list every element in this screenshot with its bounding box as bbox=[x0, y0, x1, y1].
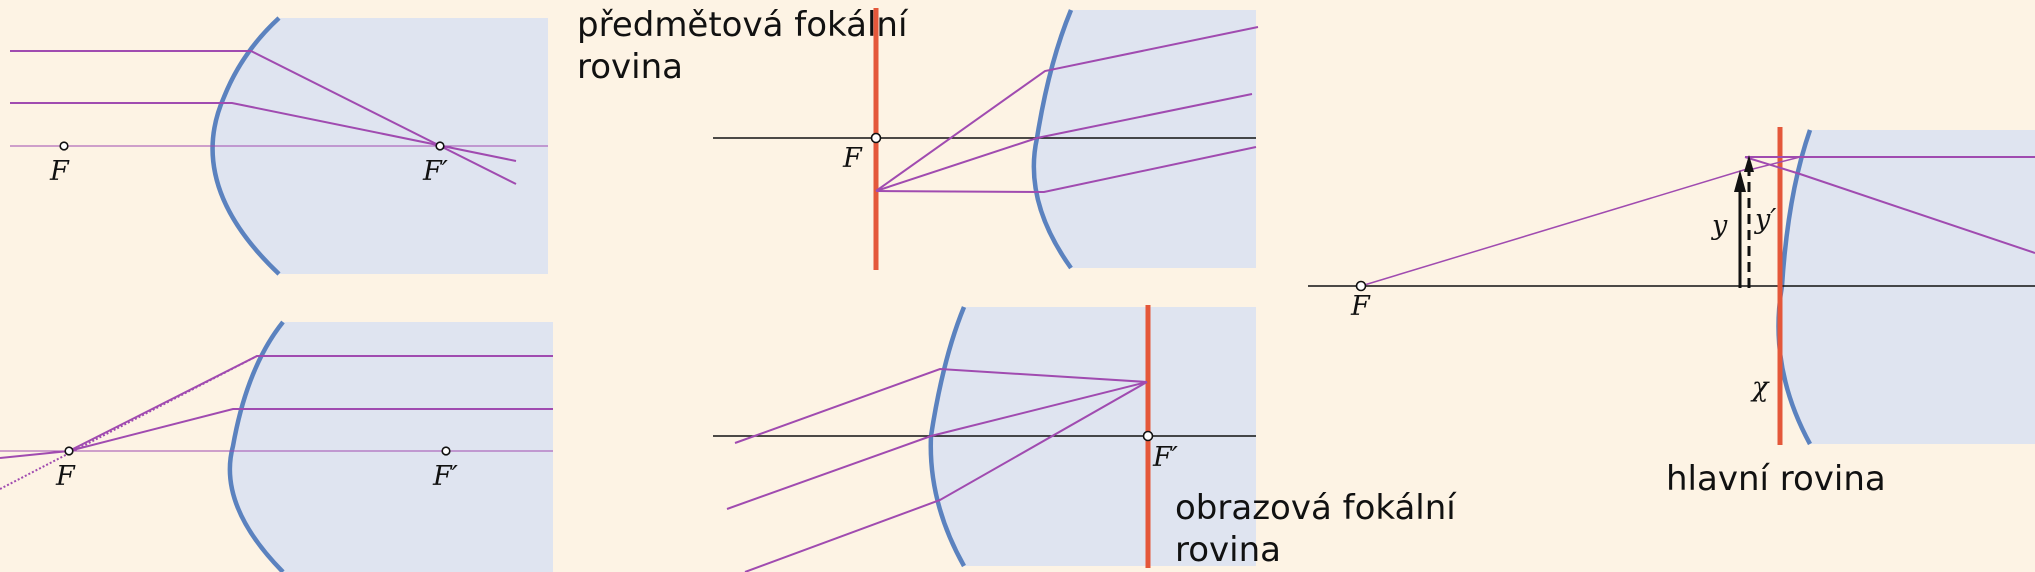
ray bbox=[0, 408, 553, 459]
image-focus-point bbox=[1142, 430, 1154, 442]
refracting-surface bbox=[227, 320, 285, 572]
focus-label-F-prime: F′ bbox=[423, 156, 448, 187]
object-arrow-head bbox=[1734, 170, 1746, 192]
glass-medium bbox=[229, 322, 553, 572]
image-arrow-head bbox=[1744, 155, 1754, 172]
panel-image-focal-plane bbox=[713, 305, 1256, 572]
refracting-surface bbox=[210, 16, 281, 276]
object-focal-plane-label: předmětová fokální rovina bbox=[577, 4, 907, 88]
focus-label-F-prime: F′ bbox=[433, 461, 458, 492]
object-focal-plane-label-line2: rovina bbox=[577, 47, 683, 87]
glass-medium bbox=[1033, 10, 1256, 268]
focus-label-F-prime: F′ bbox=[1153, 442, 1178, 473]
image-focal-plane-label: obrazová fokální rovina bbox=[1175, 487, 1456, 571]
glass-medium bbox=[1778, 130, 2035, 444]
ray bbox=[875, 93, 1253, 192]
ray-extension bbox=[0, 355, 258, 490]
ray bbox=[1360, 168, 1748, 287]
ray bbox=[734, 367, 1148, 444]
object-focus-point bbox=[1355, 280, 1367, 292]
panel-rays-from-object-focus bbox=[0, 320, 553, 572]
image-focal-plane-label-line1: obrazová fokální bbox=[1175, 488, 1456, 528]
image-focus-point bbox=[435, 141, 445, 151]
principal-plane-symbol: χ bbox=[1752, 372, 1769, 403]
focus-label-F: F bbox=[1351, 291, 1370, 322]
ray bbox=[744, 381, 1148, 572]
object-focus-point bbox=[64, 446, 74, 456]
focus-label-F: F bbox=[843, 143, 862, 174]
object-focal-plane-label-line1: předmětová fokální bbox=[577, 5, 908, 45]
ray bbox=[1744, 156, 2035, 254]
panel-principal-plane bbox=[1308, 127, 2035, 446]
panel-object-focal-plane bbox=[713, 8, 1259, 270]
principal-plane-label: hlavní rovina bbox=[1666, 459, 1886, 499]
object-focus-point bbox=[870, 132, 882, 144]
ray bbox=[875, 146, 1257, 194]
focus-label-F: F bbox=[56, 461, 75, 492]
ray bbox=[726, 381, 1148, 510]
image-height-label: y′ bbox=[1755, 204, 1777, 235]
panel-parallel-rays-to-image-focus bbox=[10, 16, 548, 276]
ray bbox=[10, 50, 517, 185]
object-focus-point bbox=[59, 141, 69, 151]
ray bbox=[10, 102, 517, 162]
image-focus-point bbox=[441, 446, 451, 456]
focus-label-F: F bbox=[50, 156, 69, 187]
ray bbox=[875, 26, 1259, 192]
ray bbox=[1744, 156, 1801, 172]
image-focal-plane-label-line2: rovina bbox=[1175, 530, 1281, 570]
object-height-label: y bbox=[1712, 210, 1728, 241]
